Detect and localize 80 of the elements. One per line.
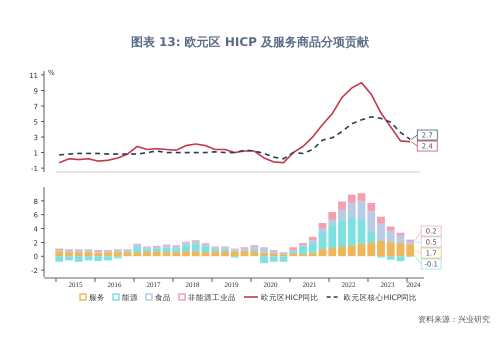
bar <box>270 256 278 262</box>
bar <box>338 220 346 247</box>
bar <box>74 252 83 256</box>
bar <box>104 256 112 260</box>
bar <box>358 193 366 201</box>
bar <box>338 202 346 210</box>
bar <box>386 226 395 231</box>
bar <box>299 246 307 254</box>
bar <box>192 244 200 252</box>
bar <box>328 225 336 248</box>
bar <box>338 210 346 220</box>
bar <box>162 245 170 248</box>
bar <box>348 202 356 218</box>
bar <box>318 232 326 250</box>
bar <box>318 228 326 232</box>
bar <box>318 223 326 229</box>
bar <box>94 256 102 262</box>
bar <box>172 248 180 252</box>
bar <box>65 252 73 256</box>
bar <box>270 250 278 254</box>
bar <box>396 256 404 262</box>
bar <box>348 194 356 203</box>
bar <box>260 248 268 253</box>
bar <box>162 248 170 252</box>
bar <box>133 244 142 247</box>
bar <box>358 200 366 220</box>
bar <box>338 246 346 256</box>
bar <box>377 216 385 224</box>
bar <box>328 220 336 226</box>
bar <box>74 256 83 262</box>
bar <box>280 256 288 262</box>
bar <box>133 246 142 252</box>
bar <box>367 211 376 232</box>
bar <box>328 212 336 220</box>
bar <box>55 256 64 262</box>
bar <box>289 247 298 250</box>
bar <box>172 252 180 256</box>
bar <box>367 232 376 242</box>
bar <box>318 249 326 256</box>
bar <box>396 243 404 256</box>
bar <box>104 252 112 256</box>
chart-title: 图表 13: 欧元区 HICP 及服务商品分项贡献 <box>130 35 370 49</box>
bar <box>328 248 336 256</box>
bar <box>133 252 142 256</box>
bar <box>386 230 395 242</box>
bar <box>260 256 268 264</box>
bar <box>152 248 161 252</box>
bar <box>202 252 210 256</box>
bar <box>250 246 258 250</box>
bar <box>65 256 73 260</box>
bar <box>114 252 122 256</box>
bar <box>358 244 366 256</box>
bar <box>162 252 170 256</box>
bar <box>240 250 248 256</box>
bar <box>386 256 395 260</box>
bar <box>308 242 317 253</box>
bar <box>182 245 190 252</box>
bar <box>348 217 356 246</box>
bar <box>396 232 404 236</box>
bar <box>192 241 200 244</box>
bar <box>182 242 190 246</box>
bar <box>124 252 132 256</box>
bar <box>308 236 317 240</box>
bar <box>202 244 210 247</box>
bar <box>240 248 248 251</box>
bar <box>84 252 92 256</box>
bar <box>377 224 385 241</box>
bar <box>386 242 395 256</box>
bar <box>367 242 376 256</box>
bar <box>348 245 356 256</box>
bar <box>377 241 385 256</box>
bar <box>358 220 366 244</box>
bar <box>143 251 151 256</box>
bar <box>367 202 376 212</box>
bar <box>84 256 92 260</box>
bar <box>182 251 190 256</box>
text: 资料来源：兴业研究 <box>418 315 490 324</box>
bar <box>202 246 210 252</box>
bar <box>396 235 404 244</box>
bar <box>221 251 229 256</box>
